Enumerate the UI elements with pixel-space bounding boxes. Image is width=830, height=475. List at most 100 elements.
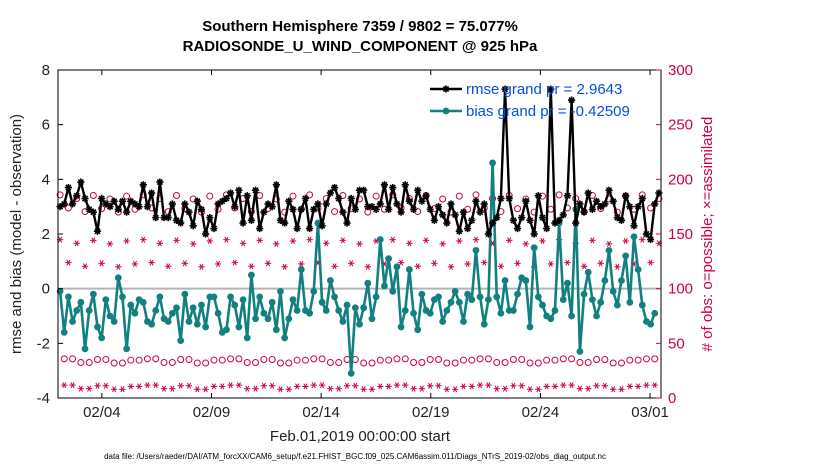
- obs-assimilated-point: [77, 385, 85, 392]
- bias-point: [414, 326, 422, 334]
- rmse-point: [118, 197, 127, 205]
- obs-possible-point: [518, 356, 526, 364]
- obs-assimilated-point: [102, 382, 110, 389]
- rmse-point: [543, 224, 551, 233]
- bias-point: [198, 301, 205, 309]
- bias-point: [119, 293, 126, 301]
- bias-point: [326, 277, 334, 284]
- bias-point: [568, 312, 575, 320]
- obs-possible-point: [476, 355, 484, 363]
- obs-assimilated-point: [181, 260, 189, 267]
- rmse-point: [268, 203, 276, 211]
- obs-possible-point: [235, 355, 243, 363]
- obs-assimilated-point: [522, 240, 530, 247]
- bias-point: [559, 296, 567, 303]
- bias-point: [227, 293, 234, 301]
- obs-possible-point: [152, 355, 160, 363]
- obs-assimilated-point: [468, 383, 475, 390]
- obs-possible-point: [123, 192, 131, 200]
- obs-possible-point: [318, 355, 326, 363]
- bias-point: [98, 334, 106, 342]
- rmse-point: [426, 205, 434, 213]
- obs-assimilated-point: [518, 382, 525, 389]
- bias-point: [368, 315, 376, 323]
- obs-possible-point: [472, 191, 480, 199]
- rmse-point: [322, 200, 330, 208]
- y-right-tick-label: 50: [668, 335, 685, 352]
- obs-possible-point: [127, 356, 135, 364]
- bias-point: [647, 320, 655, 328]
- obs-assimilated-point: [235, 382, 243, 389]
- obs-assimilated-point: [368, 386, 376, 393]
- bias-point: [509, 307, 517, 314]
- rmse-point: [472, 197, 480, 205]
- obs-assimilated-point: [198, 263, 205, 270]
- legend-bias-marker: [442, 107, 450, 115]
- obs-possible-point: [501, 358, 509, 366]
- bias-point: [139, 298, 147, 306]
- rmse-point: [567, 96, 576, 104]
- bias-point: [360, 304, 368, 312]
- bias-point: [252, 315, 259, 323]
- bias-point: [435, 293, 442, 301]
- obs-assimilated-point: [605, 240, 613, 247]
- rmse-point: [202, 230, 210, 238]
- obs-assimilated-point: [651, 382, 658, 389]
- rmse-point: [497, 194, 505, 203]
- obs-possible-point: [439, 195, 447, 203]
- rmse-point: [139, 181, 147, 189]
- rmse-point: [647, 235, 655, 244]
- obs-possible-point: [310, 355, 318, 363]
- bias-point: [73, 307, 81, 314]
- bias-point: [601, 277, 609, 284]
- y-axis-left-label: rmse and bias (model - observation): [8, 114, 25, 354]
- obs-assimilated-point: [260, 382, 268, 389]
- bias-point: [613, 301, 621, 309]
- obs-possible-point: [64, 204, 72, 212]
- rmse-point: [447, 200, 455, 208]
- obs-possible-point: [293, 356, 301, 364]
- rmse-point: [235, 186, 243, 194]
- rmse-point: [64, 183, 72, 192]
- obs-possible-point: [218, 356, 226, 364]
- obs-possible-point: [385, 356, 393, 364]
- y-left-tick-label: 8: [42, 62, 50, 79]
- bias-point: [239, 296, 247, 303]
- y-right-tick-label: 300: [668, 62, 693, 79]
- bias-point: [426, 309, 434, 317]
- obs-possible-point: [289, 192, 297, 200]
- obs-assimilated-point: [472, 236, 480, 243]
- bias-point: [514, 290, 521, 298]
- obs-assimilated-point: [318, 382, 326, 389]
- bias-point: [85, 307, 93, 314]
- obs-possible-point: [202, 359, 210, 367]
- rmse-point: [572, 219, 580, 227]
- bias-point: [256, 293, 264, 301]
- obs-assimilated-point: [647, 259, 654, 266]
- obs-assimilated-point: [568, 382, 575, 389]
- bias-point: [609, 288, 617, 295]
- obs-assimilated-point: [231, 259, 238, 266]
- x-tick-label: 03/01: [631, 404, 669, 421]
- bias-point: [651, 309, 659, 317]
- obs-assimilated-point: [165, 263, 172, 270]
- rmse-point: [630, 222, 638, 230]
- obs-assimilated-point: [343, 382, 351, 389]
- bias-point: [168, 309, 176, 317]
- rmse-point: [626, 203, 634, 211]
- y-left-tick-label: -2: [37, 335, 50, 352]
- rmse-point: [609, 197, 617, 205]
- obs-possible-point: [168, 358, 176, 366]
- rmse-point: [135, 203, 143, 211]
- rmse-point: [81, 194, 89, 203]
- obs-assimilated-point: [285, 386, 293, 393]
- obs-assimilated-point: [410, 385, 417, 392]
- rmse-point: [339, 208, 347, 216]
- bias-point: [152, 307, 160, 314]
- rmse-point: [123, 208, 131, 216]
- bias-point: [343, 301, 351, 309]
- bias-point: [472, 247, 480, 254]
- obs-assimilated-point: [481, 259, 488, 266]
- bias-point: [443, 307, 451, 314]
- bias-point: [264, 315, 272, 323]
